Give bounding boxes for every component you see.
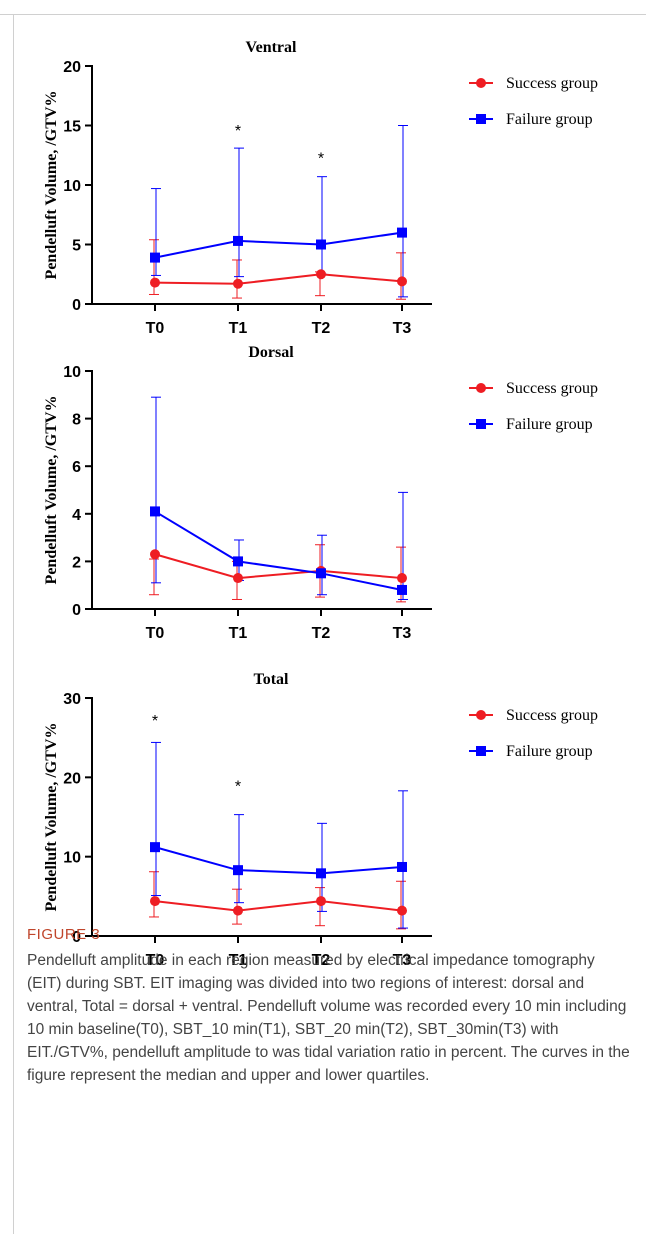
data-point	[397, 905, 407, 916]
data-point	[316, 868, 326, 879]
data-point	[150, 842, 160, 853]
data-point	[233, 556, 243, 567]
legend-label: Failure group	[506, 743, 593, 760]
y-axis-label: Pendelluft Volume, /GTV%	[43, 91, 60, 280]
y-axis-label: Pendelluft Volume, /GTV%	[43, 723, 60, 912]
y-tick-label: 10	[63, 178, 81, 195]
figure-caption: FIGURE 3 Pendelluft amplitude in each re…	[27, 926, 632, 1087]
data-point	[397, 861, 407, 872]
plot-area: Ventral Pendelluft Volume, /GTV% 0 5 10 15 20 T…	[43, 39, 598, 337]
x-tick-label: T2	[312, 952, 331, 969]
data-point	[150, 506, 160, 517]
y-tick-label: 20	[63, 59, 81, 76]
x-tick-label: T1	[229, 320, 248, 337]
data-point	[397, 573, 407, 584]
data-point	[316, 239, 326, 250]
legend-item: Success group	[469, 380, 598, 397]
y-tick-label: 0	[72, 602, 81, 619]
legend-label: Success group	[506, 380, 598, 397]
data-point	[233, 235, 243, 246]
legend-item: Success group	[469, 75, 598, 92]
legend-label: Failure group	[506, 416, 593, 433]
data-point	[397, 584, 407, 595]
y-tick-label: 8	[72, 412, 81, 429]
series-line	[154, 510, 403, 591]
x-tick-label: T0	[146, 320, 165, 337]
significance-marker: *	[318, 150, 324, 167]
y-tick-label: 0	[72, 297, 81, 314]
data-point	[150, 549, 160, 560]
series-line	[154, 231, 403, 259]
figure-label: FIGURE 3	[27, 926, 101, 943]
legend-label: Success group	[506, 75, 598, 92]
legend-label: Failure group	[506, 111, 593, 128]
data-point	[397, 227, 407, 238]
chart-title: Dorsal	[248, 344, 294, 361]
significance-marker: *	[235, 779, 241, 796]
y-tick-label: 10	[63, 850, 81, 867]
y-tick-label: 2	[72, 554, 81, 571]
y-tick-label: 0	[72, 929, 81, 946]
x-tick-label: T2	[312, 320, 331, 337]
x-tick-label: T1	[229, 952, 248, 969]
legend-item: Failure group	[469, 416, 593, 433]
data-point	[233, 573, 243, 584]
data-point	[316, 269, 326, 280]
y-tick-label: 10	[63, 364, 81, 381]
x-tick-label: T0	[146, 625, 165, 642]
y-tick-label: 30	[63, 691, 81, 708]
y-axis-label: Pendelluft Volume, /GTV%	[43, 396, 60, 585]
x-tick-label: T3	[393, 625, 412, 642]
series-line	[154, 900, 403, 912]
y-tick-label: 5	[72, 238, 81, 255]
legend-marker	[476, 419, 486, 429]
x-tick-label: T3	[393, 952, 412, 969]
legend-item: Success group	[469, 707, 598, 724]
legend-marker	[476, 114, 486, 124]
x-tick-label: T3	[393, 320, 412, 337]
plot-area: Total Pendelluft Volume, /GTV% 0 10 20 30 T0 T1…	[43, 671, 598, 969]
figure-frame-top	[0, 14, 646, 15]
legend-marker	[476, 710, 486, 720]
x-tick-label: T0	[146, 952, 165, 969]
chart-total: Total Pendelluft Volume, /GTV% 0 10 20 30 T0 T1…	[43, 671, 598, 969]
legend-label: Success group	[506, 707, 598, 724]
chart-title: Ventral	[246, 39, 298, 56]
y-tick-label: 20	[63, 770, 81, 787]
chart-ventral: Ventral Pendelluft Volume, /GTV% 0 5 10 15 20 T…	[43, 39, 598, 337]
legend-item: Failure group	[469, 743, 593, 760]
data-point	[233, 905, 243, 916]
legend-marker	[476, 383, 486, 393]
data-point	[316, 568, 326, 579]
legend-item: Failure group	[469, 111, 593, 128]
series-line	[154, 846, 403, 875]
x-tick-label: T2	[312, 625, 331, 642]
data-point	[150, 252, 160, 263]
significance-marker: *	[152, 713, 158, 730]
legend-marker	[476, 78, 486, 88]
legend-marker	[476, 746, 486, 756]
y-tick-label: 6	[72, 459, 81, 476]
figure-caption-text: Pendelluft amplitude in each region meas…	[27, 952, 630, 1084]
data-point	[150, 277, 160, 288]
series-line	[154, 553, 403, 580]
y-tick-label: 4	[72, 507, 81, 524]
chart-title: Total	[254, 671, 290, 688]
significance-marker: *	[235, 123, 241, 140]
chart-dorsal: Dorsal Pendelluft Volume, /GTV% 0 2 4 6 8 10 T0 T…	[43, 344, 598, 642]
data-point	[233, 278, 243, 289]
x-tick-label: T1	[229, 625, 248, 642]
data-point	[397, 276, 407, 287]
data-point	[233, 865, 243, 876]
series-line	[154, 273, 403, 285]
figure-frame-left	[13, 14, 14, 1234]
plot-area: Dorsal Pendelluft Volume, /GTV% 0 2 4 6 8 10 T0 T…	[43, 344, 598, 642]
data-point	[316, 896, 326, 907]
y-tick-label: 15	[63, 119, 81, 136]
data-point	[150, 896, 160, 907]
